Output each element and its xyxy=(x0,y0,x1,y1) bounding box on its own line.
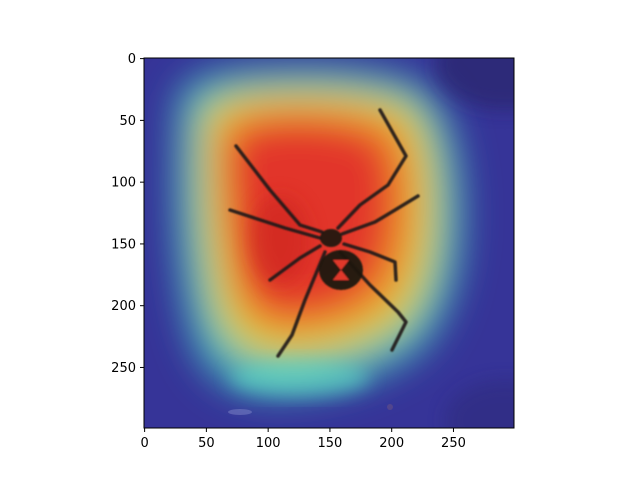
x-axis: 0 50 100 150 200 250 xyxy=(140,428,466,451)
y-axis: 0 50 100 150 200 250 xyxy=(111,52,144,376)
spider-overlay xyxy=(228,108,420,358)
y-tick-label: 100 xyxy=(111,176,136,191)
x-tick-label: 250 xyxy=(441,436,466,451)
x-tick-label: 50 xyxy=(198,436,215,451)
plot-frame xyxy=(143,57,515,429)
y-tick-label: 50 xyxy=(119,114,136,129)
x-tick-label: 0 xyxy=(140,436,148,451)
x-tick-label: 150 xyxy=(318,436,343,451)
y-tick-label: 0 xyxy=(128,52,136,67)
y-tick-label: 200 xyxy=(111,299,136,314)
heatmap-image xyxy=(144,58,514,428)
x-tick-label: 200 xyxy=(379,436,404,451)
y-tick-label: 150 xyxy=(111,237,136,252)
x-tick-label: 100 xyxy=(256,436,281,451)
y-tick-label: 250 xyxy=(111,361,136,376)
